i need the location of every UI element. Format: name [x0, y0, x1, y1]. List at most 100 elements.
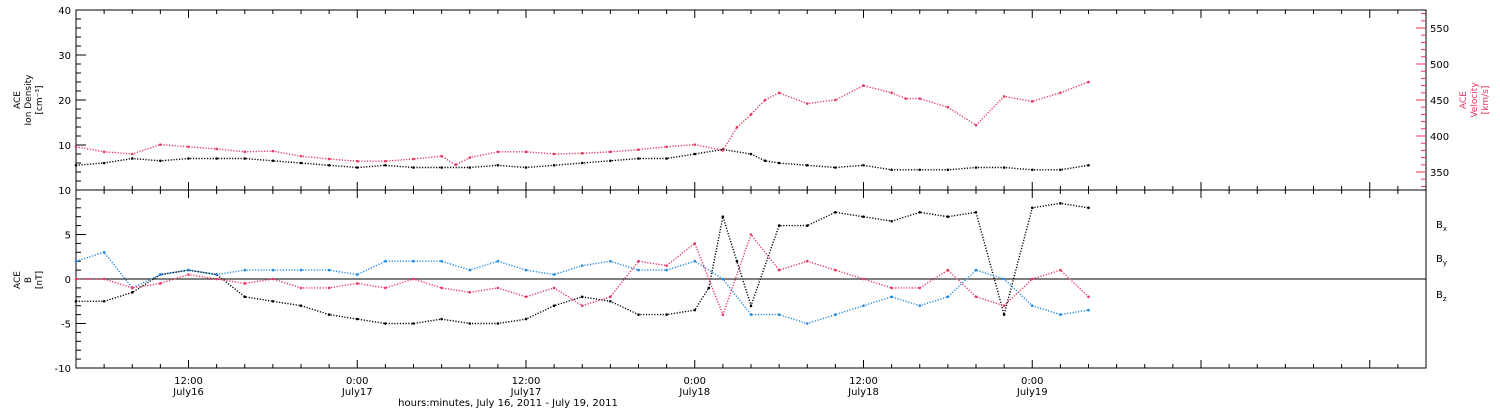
series-bz-point: [524, 295, 528, 299]
field-tick-label: 10: [58, 186, 71, 197]
x-axis-label: hours:minutes, July 16, 2011 - July 19, …: [398, 398, 618, 409]
density-point: [637, 157, 640, 160]
velocity-axis-label-line: ACE: [1459, 91, 1469, 109]
density-tick-label: 10: [58, 141, 71, 152]
series-by-point: [215, 273, 218, 276]
series-bx-point: [130, 291, 134, 294]
series-by-point: [665, 268, 668, 272]
velocity-point: [749, 113, 753, 116]
series-bx-point: [1087, 206, 1090, 210]
velocity-point: [159, 143, 162, 146]
series-bx-point: [299, 304, 303, 308]
density-point: [412, 166, 415, 169]
density-point: [299, 161, 303, 165]
series-by-point: [946, 295, 950, 299]
series-bz-point: [834, 268, 837, 272]
series-bz-point: [271, 277, 275, 281]
series-by-point: [412, 259, 415, 263]
velocity-point: [524, 150, 528, 154]
velocity-point: [327, 157, 331, 161]
legend-bz: Bz: [1436, 290, 1447, 303]
series-by-point: [805, 322, 809, 325]
series-bz-point: [384, 286, 387, 290]
density-series-line: [75, 148, 1089, 171]
series-bx-point: [707, 286, 711, 290]
series-bz-line: [76, 233, 1089, 317]
date-tick-label: July18: [678, 387, 710, 398]
density-axis-label-line: Ion Density: [24, 74, 34, 126]
time-tick-label: 0:00: [346, 376, 368, 387]
field-tick-label: 0: [65, 275, 71, 286]
velocity-axis-label: ACE Velocity [km/s]: [1459, 82, 1491, 118]
velocity-series-line: [75, 81, 1089, 166]
series-by-point: [777, 313, 781, 316]
series-bx-point: [355, 317, 359, 321]
series-by-point: [1059, 313, 1062, 316]
density-point: [1002, 166, 1006, 169]
density-point: [1087, 163, 1090, 167]
density-point: [74, 163, 78, 167]
series-by-point: [1030, 304, 1034, 308]
velocity-point: [102, 150, 106, 154]
series-by-point: [609, 259, 612, 263]
series-bz-point: [355, 282, 359, 285]
velocity-tick-label: 450: [1430, 96, 1449, 107]
series-bx-point: [834, 210, 837, 214]
series-by-point: [355, 273, 359, 276]
series-by-line: [75, 251, 1089, 325]
density-point: [1059, 168, 1062, 172]
series-bz-point: [890, 286, 893, 290]
series-bz-point: [665, 264, 668, 267]
density-point: [862, 163, 865, 167]
density-point: [384, 163, 387, 167]
series-bz-point: [1087, 295, 1090, 299]
velocity-point: [763, 98, 767, 102]
density-point: [763, 159, 767, 163]
series-bz-point: [862, 277, 865, 281]
velocity-point: [580, 151, 584, 155]
velocity-point: [1030, 100, 1034, 103]
series-bz-point: [187, 273, 190, 276]
series-bz-point: [1002, 304, 1006, 308]
velocity-point: [271, 149, 275, 153]
series-bz-point: [1059, 268, 1062, 272]
series-bz-point: [777, 268, 781, 272]
series-by-point: [440, 259, 443, 263]
time-tick-label: 12:00: [174, 376, 203, 387]
series-bx-point: [665, 313, 668, 316]
velocity-point: [552, 152, 556, 156]
series-by-point: [890, 295, 893, 299]
density-axis-label: ACE Ion Density [cm⁻³]: [13, 74, 45, 126]
velocity-tick-label: 350: [1430, 168, 1449, 179]
density-point: [974, 166, 978, 169]
density-point: [271, 159, 275, 163]
density-point: [355, 166, 359, 169]
density-axis-label-line: [cm⁻³]: [35, 85, 45, 114]
series-bx-point: [777, 224, 781, 227]
density-point: [1030, 168, 1034, 172]
series-bx-point: [102, 299, 106, 303]
density-point: [524, 166, 528, 169]
velocity-point: [187, 145, 190, 149]
series-bx-point: [890, 219, 893, 223]
field-axis-label: ACE B [nT]: [13, 271, 45, 289]
velocity-axis-label-line: Velocity: [1470, 82, 1480, 118]
series-bx-point: [974, 210, 978, 214]
series-by-point: [327, 268, 331, 272]
series-by-point: [552, 273, 556, 276]
series-bz-point: [552, 286, 556, 290]
field-tick-label: -10: [55, 364, 71, 375]
series-bx-point: [637, 313, 640, 316]
series-bz-point: [130, 286, 134, 290]
density-point: [777, 161, 781, 165]
series-bz-point: [496, 286, 500, 290]
date-tick-label: July17: [510, 387, 542, 398]
series-by-point: [580, 264, 584, 267]
velocity-point: [735, 126, 739, 129]
time-tick-label: 0:00: [1021, 376, 1043, 387]
series-by-point: [524, 268, 528, 272]
velocity-point: [834, 98, 837, 102]
series-bx-point: [735, 259, 739, 263]
velocity-point: [355, 159, 359, 163]
